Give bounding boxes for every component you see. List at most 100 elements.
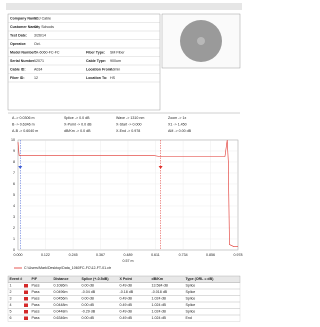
info-value: Oct. — [34, 42, 41, 46]
info-value: City Schools — [34, 25, 54, 29]
events-cell: 13.584 dB — [152, 284, 169, 288]
y-tick-label: 4 — [13, 204, 15, 208]
x-tick-label: 0.000 — [14, 253, 23, 257]
events-cell: 4 — [10, 303, 12, 307]
cursor-info: A -> 0.0306 m — [12, 116, 34, 120]
events-cell: Splice — [186, 297, 196, 301]
cursor-info: A-B -> 0.6040 m — [12, 129, 38, 133]
events-cell: 0.00 dB — [82, 316, 95, 320]
x-tick-label: 0.856 — [206, 253, 215, 257]
events-cell: Splice — [186, 284, 196, 288]
info-value: 12 — [34, 76, 38, 80]
cursor-info: X-End -> 0.978 — [116, 129, 140, 133]
events-cell: 1.024 dB — [152, 316, 167, 320]
events-cell: 2 — [10, 290, 12, 294]
info-value: 900um — [110, 59, 121, 63]
events-cell: 0.00 dB — [82, 297, 95, 301]
event-flag — [24, 284, 28, 288]
info-label: Location From: — [86, 67, 112, 71]
events-header: Event # — [10, 277, 23, 281]
cursor-info: B -> 0.6346 m — [12, 122, 35, 126]
cursor-info: X-Point -> 0.0 dB — [64, 122, 92, 126]
cursor-info: Zoom -> 1x — [168, 116, 186, 120]
events-cell: 6 — [10, 316, 12, 320]
events-cell: 1.024 dB — [152, 303, 167, 307]
x-tick-label: 0.978 — [234, 253, 243, 257]
events-cell: Pass — [32, 290, 40, 294]
events-cell: -0.18 dB — [120, 290, 134, 294]
x-tick-label: 0.245 — [69, 253, 78, 257]
events-cell: 3 — [10, 297, 12, 301]
y-tick-label: 10 — [11, 138, 15, 142]
events-cell: 1.024 dB — [152, 310, 167, 314]
events-cell: Pass — [32, 297, 40, 301]
info-value: 12071 — [34, 59, 44, 63]
events-cell: Pass — [32, 284, 40, 288]
events-cell: 0.0448m — [54, 310, 68, 314]
events-cell: 0.49 dB — [120, 303, 133, 307]
info-value: A034 — [34, 67, 42, 71]
y-tick-label: 3 — [13, 215, 15, 219]
events-header: Distance — [54, 277, 69, 281]
info-value: TA-6060-FC-FC — [34, 50, 60, 54]
info-label: Fiber Type: — [86, 50, 105, 54]
events-cell: 0.0496m — [54, 290, 68, 294]
fiber-core — [197, 37, 205, 45]
events-cell: Pass — [32, 310, 40, 314]
events-cell: Pass — [32, 303, 40, 307]
info-label: Serial Number: — [10, 59, 36, 63]
x-tick-label: 0.122 — [41, 253, 50, 257]
events-cell: 1.024 dB — [152, 297, 167, 301]
events-cell: 0.0448m — [54, 303, 68, 307]
events-header: Type (ORL = dB) — [186, 277, 215, 281]
events-cell: -0.29 dB — [82, 310, 96, 314]
x-tick-label: 0.734 — [179, 253, 188, 257]
events-cell: 0.49 dB — [120, 316, 133, 320]
events-cell: 5 — [10, 310, 12, 314]
cursor-info: AM -> 0.00 dB — [168, 129, 192, 133]
events-cell: 0.49 dB — [120, 310, 133, 314]
y-tick-label: 2 — [13, 226, 15, 230]
report: Company Name:SSJ CableCustomer Name:City… — [0, 0, 247, 322]
legend-label: C:\Users\Mark\Desktop\Data_1060FC-FC\12-… — [24, 266, 112, 270]
top-bar — [6, 3, 242, 10]
events-cell: 0.0456m — [54, 297, 68, 301]
cursor-info: Splice -> 0.0 dB — [64, 116, 90, 120]
events-cell: 1 — [10, 284, 12, 288]
events-cell: 0.00 dB — [82, 303, 95, 307]
x-axis-label: 0.57 m — [123, 259, 134, 263]
info-value: 3/26/14 — [34, 33, 46, 37]
events-cell: 0.1086m — [54, 284, 68, 288]
events-header: P/F — [32, 277, 38, 281]
info-label: Cable ID: — [10, 67, 26, 71]
y-tick-label: 0 — [13, 248, 15, 252]
info-label: Location To: — [86, 76, 107, 80]
y-tick-label: 5 — [13, 193, 15, 197]
event-flag — [24, 291, 28, 295]
events-header: Splice (+-0.5dB) — [82, 277, 110, 281]
info-label: Test Date: — [10, 33, 27, 37]
events-cell: Pass — [32, 316, 40, 320]
info-value: SM Fiber — [110, 50, 125, 54]
events-header: X Point — [120, 277, 133, 281]
events-cell: Splice — [186, 303, 196, 307]
info-label: Model Number: — [10, 50, 36, 54]
info-label: Cable Type: — [86, 59, 106, 63]
events-cell: 0.49 dB — [120, 297, 133, 301]
y-tick-label: 1 — [13, 237, 15, 241]
x-tick-label: 0.367 — [96, 253, 105, 257]
info-label: Fiber ID: — [10, 76, 25, 80]
cursor-info: Wave -> 1310 nm — [116, 116, 144, 120]
events-cell: 0.6346m — [54, 316, 68, 320]
cursor-info: X1 -> 1.450 — [168, 122, 187, 126]
events-cell: 0.00 dB — [82, 284, 95, 288]
y-tick-label: 9 — [13, 149, 15, 153]
info-value: HS — [110, 76, 116, 80]
events-cell: End — [186, 316, 192, 320]
event-flag — [24, 304, 28, 308]
cursor-info: X-Start -> 0.000 — [116, 122, 141, 126]
event-flag — [24, 297, 28, 301]
info-value: SSJ Cable — [34, 16, 51, 20]
cursor-info: dB/Km -> 0.0 dB — [64, 129, 91, 133]
y-tick-label: 6 — [13, 182, 15, 186]
